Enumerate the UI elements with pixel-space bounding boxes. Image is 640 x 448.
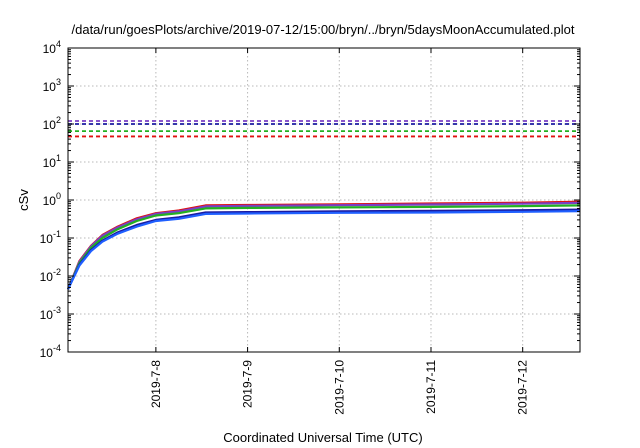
y-tick-label: 104 — [43, 39, 61, 56]
y-tick-base: 10 — [43, 80, 57, 94]
series-line — [67, 208, 581, 290]
y-tick-exponent: -4 — [53, 343, 61, 353]
y-tick-base: 10 — [40, 308, 54, 322]
x-axis-label: Coordinated Universal Time (UTC) — [223, 430, 422, 445]
y-tick-base: 10 — [40, 232, 54, 246]
y-tick-base: 10 — [40, 270, 54, 284]
grid — [68, 48, 580, 352]
series-group — [66, 200, 581, 290]
x-tick-label: 2019-7-8 — [149, 360, 163, 408]
y-tick-exponent: -2 — [53, 267, 61, 277]
series-line — [67, 210, 581, 290]
y-tick-label: 102 — [43, 115, 61, 132]
y-tick-exponent: 0 — [56, 191, 61, 201]
y-tick-label: 10-1 — [40, 229, 61, 246]
series-line — [66, 201, 581, 290]
y-tick-exponent: 3 — [56, 77, 61, 87]
y-tick-label: 103 — [43, 77, 61, 94]
x-axis-ticks: 2019-7-8 2019-7-9 2019-7-10 2019-7-11 2019-7… — [149, 48, 530, 415]
x-tick-label: 2019-7-10 — [332, 360, 346, 415]
y-tick-label: 101 — [43, 153, 61, 170]
y-tick-label: 10-3 — [40, 305, 61, 322]
series-line — [66, 204, 581, 290]
y-tick-base: 10 — [43, 118, 57, 132]
y-tick-exponent: 1 — [56, 153, 61, 163]
y-tick-exponent: -3 — [53, 305, 61, 315]
y-tick-label: 10-4 — [40, 343, 61, 360]
y-tick-exponent: 2 — [56, 115, 61, 125]
y-tick-base: 10 — [43, 42, 57, 56]
y-tick-exponent: 4 — [56, 39, 61, 49]
y-tick-label: 100 — [43, 191, 61, 208]
y-tick-base: 10 — [43, 156, 57, 170]
y-axis-label: cSv — [16, 189, 31, 211]
x-tick-label: 2019-7-9 — [241, 360, 255, 408]
chart-title: /data/run/goesPlots/archive/2019-07-12/1… — [72, 22, 575, 37]
x-tick-label: 2019-7-11 — [424, 360, 438, 414]
threshold-lines — [68, 120, 580, 138]
y-tick-base: 10 — [43, 194, 57, 208]
y-tick-exponent: -1 — [53, 229, 61, 239]
x-tick-label: 2019-7-12 — [516, 360, 530, 415]
y-tick-label: 10-2 — [40, 267, 61, 284]
y-tick-base: 10 — [40, 346, 54, 360]
